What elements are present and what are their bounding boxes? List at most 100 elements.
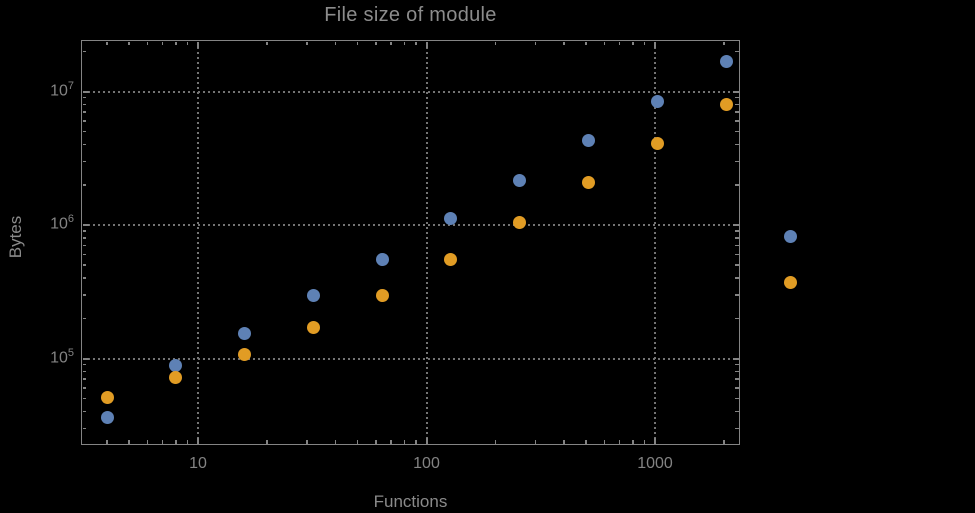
tick-mark [82, 90, 89, 93]
tick-mark [403, 41, 406, 45]
gridline-horizontal [82, 224, 739, 226]
y-tick-label: 106 [50, 213, 74, 233]
tick-mark [175, 41, 177, 45]
tick-mark [632, 41, 634, 45]
tick-mark [266, 440, 268, 444]
tick-mark [735, 160, 739, 163]
tick-mark [82, 50, 86, 53]
tick-mark [735, 96, 739, 99]
tick-mark [128, 440, 130, 444]
tick-mark [735, 230, 739, 232]
tick-mark [654, 437, 656, 444]
y-tick-label: 105 [50, 346, 74, 366]
tick-mark [82, 224, 89, 226]
x-tick-label: 1000 [637, 455, 673, 472]
tick-mark [618, 440, 621, 444]
tick-mark [356, 440, 359, 444]
tick-mark [534, 41, 537, 45]
data-point-orange [169, 371, 183, 385]
tick-mark [735, 387, 739, 389]
tick-mark [603, 440, 606, 444]
tick-mark [735, 184, 739, 186]
tick-mark [732, 90, 739, 93]
tick-mark [82, 397, 86, 400]
tick-mark [82, 363, 86, 366]
tick-mark [735, 253, 739, 256]
tick-mark [563, 41, 565, 45]
tick-mark [161, 41, 164, 45]
tick-mark [735, 397, 739, 400]
tick-mark [106, 41, 108, 45]
tick-mark [186, 440, 189, 444]
data-point-blue [513, 173, 527, 187]
tick-mark [306, 41, 308, 45]
tick-mark [334, 41, 337, 45]
tick-mark [735, 277, 739, 279]
tick-mark [723, 41, 725, 45]
data-point-blue [444, 212, 458, 226]
x-tick-label: 100 [413, 455, 440, 472]
data-point-orange [513, 216, 527, 230]
tick-mark [356, 41, 359, 45]
data-point-orange [100, 391, 114, 405]
tick-mark [82, 378, 86, 380]
tick-mark [82, 130, 86, 133]
tick-mark [146, 41, 149, 45]
tick-mark [82, 317, 86, 320]
tick-mark [735, 103, 739, 106]
tick-mark [735, 378, 739, 380]
data-point-blue [306, 289, 320, 303]
tick-mark [735, 143, 739, 146]
tick-mark [735, 130, 739, 133]
tick-mark [82, 410, 86, 413]
data-point-blue [169, 359, 183, 373]
tick-mark [82, 237, 86, 239]
tick-mark [415, 41, 417, 45]
tick-mark [735, 264, 739, 266]
tick-mark [494, 440, 497, 444]
tick-mark [585, 41, 587, 45]
plot-frame [81, 40, 740, 445]
data-point-orange [783, 276, 797, 290]
tick-mark [82, 277, 86, 279]
x-axis-label: Functions [373, 492, 448, 511]
data-point-orange [582, 176, 596, 190]
tick-mark [415, 440, 417, 444]
tick-mark [306, 440, 308, 444]
tick-mark [82, 96, 86, 99]
tick-mark [723, 440, 725, 444]
data-point-orange [719, 97, 733, 111]
gridline-vertical [654, 41, 656, 444]
tick-mark [390, 440, 392, 444]
tick-mark [732, 357, 739, 360]
tick-mark [375, 41, 377, 45]
gridline-vertical [425, 41, 428, 444]
y-tick-label: 107 [50, 79, 74, 99]
tick-mark [82, 184, 86, 186]
tick-mark [82, 370, 86, 373]
data-point-blue [650, 94, 664, 108]
data-point-orange [650, 137, 664, 151]
tick-mark [735, 427, 739, 430]
chart-title: File size of module [324, 4, 497, 26]
tick-mark [128, 41, 130, 45]
tick-mark [82, 294, 86, 296]
tick-mark [106, 440, 108, 444]
tick-mark [732, 224, 739, 226]
tick-mark [82, 111, 86, 113]
tick-mark [735, 410, 739, 413]
tick-mark [161, 440, 164, 444]
tick-mark [735, 120, 739, 122]
tick-mark [425, 437, 428, 444]
tick-mark [534, 440, 537, 444]
tick-mark [735, 317, 739, 320]
tick-mark [197, 41, 199, 48]
tick-mark [334, 440, 337, 444]
tick-mark [82, 387, 86, 389]
y-axis-label: Bytes [6, 215, 25, 259]
tick-mark [735, 50, 739, 53]
tick-mark [82, 244, 86, 247]
x-tick-label: 10 [189, 455, 207, 472]
tick-mark [585, 440, 587, 444]
tick-mark [632, 440, 634, 444]
